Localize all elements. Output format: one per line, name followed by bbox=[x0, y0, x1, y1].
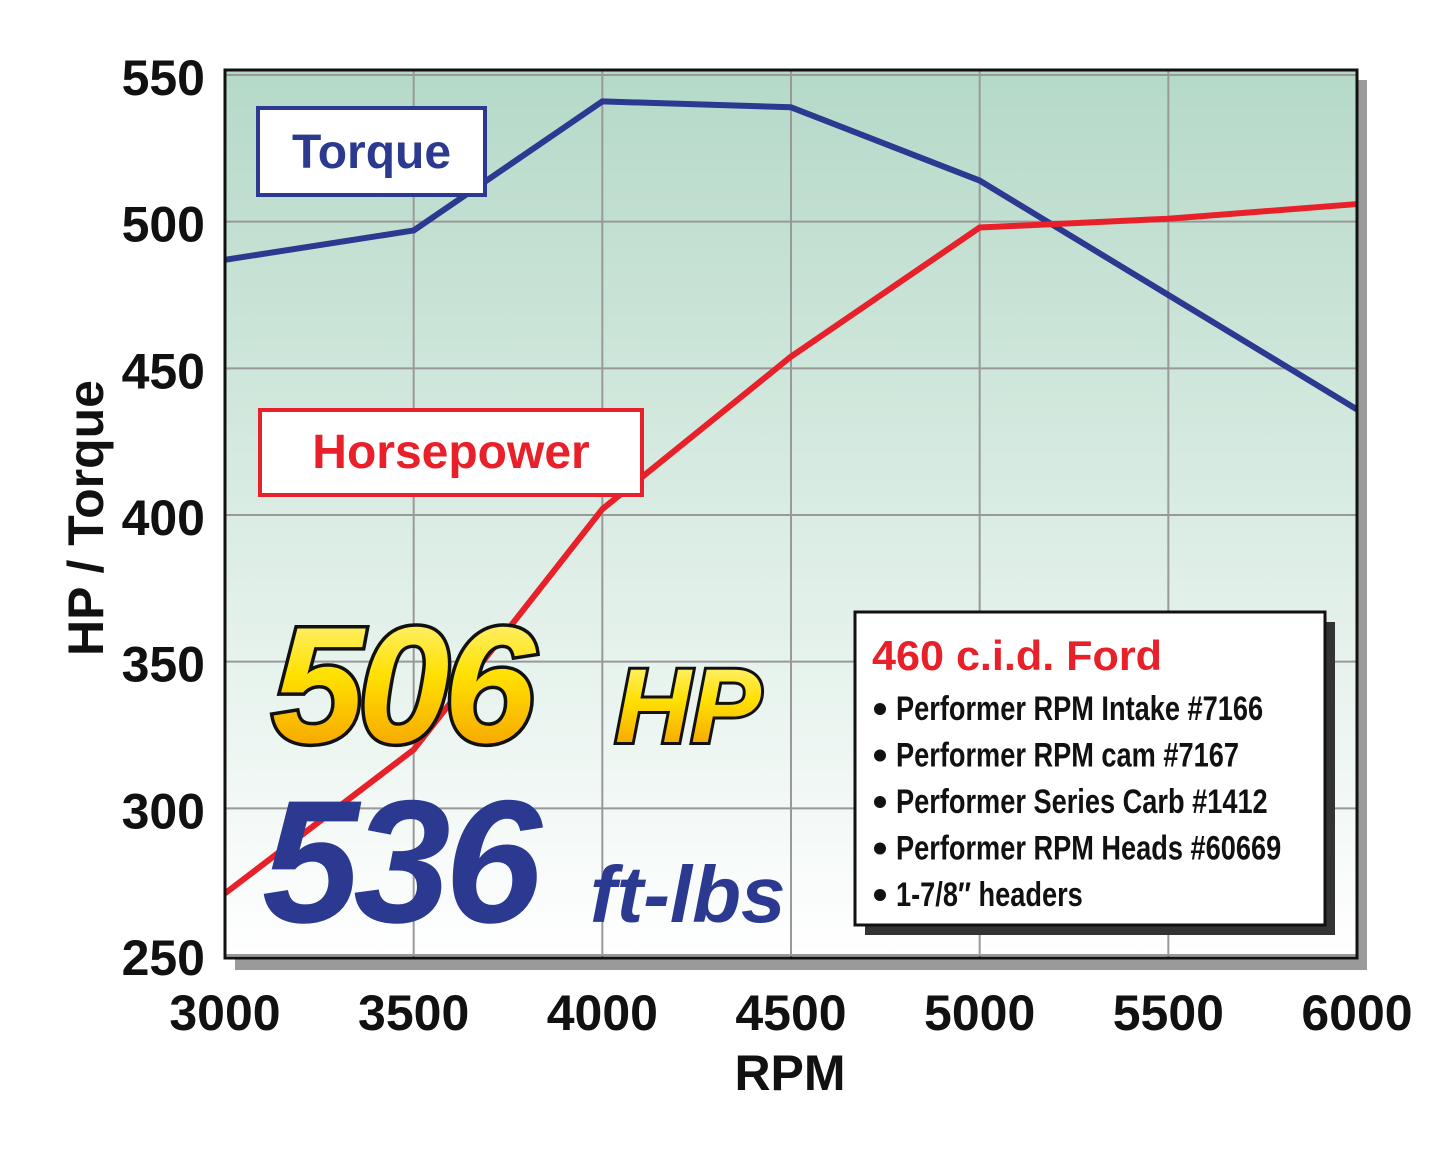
spec-item: Performer RPM Heads #60669 bbox=[896, 829, 1281, 868]
x-tick-label: 4000 bbox=[547, 985, 658, 1041]
x-tick-label: 3000 bbox=[169, 985, 280, 1041]
bullet bbox=[874, 796, 886, 808]
spec-item: Performer RPM Intake #7166 bbox=[896, 689, 1263, 728]
y-axis-label: HP / Torque bbox=[58, 380, 114, 656]
bullet bbox=[874, 889, 886, 901]
y-tick-label: 500 bbox=[122, 197, 205, 253]
spec-item: Performer RPM cam #7167 bbox=[896, 736, 1239, 775]
spec-box-title: 460 c.i.d. Ford bbox=[872, 632, 1162, 679]
y-tick-label: 450 bbox=[122, 343, 205, 399]
spec-box bbox=[853, 610, 1327, 927]
series-line bbox=[224, 98, 1359, 412]
series-line bbox=[223, 201, 1358, 896]
overlay: Torque Horsepower 506 HP 536 ft-lbs 460 c.i.d.… bbox=[256, 106, 1335, 960]
spec-item: 1-7/8″ headers bbox=[896, 875, 1083, 914]
bullet bbox=[874, 842, 886, 855]
x-tick-label: 5000 bbox=[924, 985, 1035, 1041]
legend-box bbox=[256, 106, 487, 197]
hp-unit: HP bbox=[615, 648, 762, 765]
hp-headline: 506 bbox=[272, 593, 537, 777]
x-axis-label: RPM bbox=[734, 1045, 845, 1101]
torque-unit: ft-lbs bbox=[590, 850, 786, 939]
x-tick-label: 5500 bbox=[1113, 985, 1224, 1041]
x-tick-label: 6000 bbox=[1301, 985, 1412, 1041]
x-tick-label: 4500 bbox=[735, 985, 846, 1041]
lines bbox=[223, 98, 1359, 896]
bullet bbox=[874, 749, 886, 762]
torque-headline: 536 bbox=[262, 765, 544, 960]
y-tick-label: 250 bbox=[122, 930, 205, 986]
y-tick-label: 300 bbox=[122, 783, 205, 839]
legend-box bbox=[258, 408, 644, 497]
legend-label: Torque bbox=[292, 126, 451, 179]
y-tick-label: 400 bbox=[122, 490, 205, 546]
y-tick-label: 550 bbox=[122, 50, 205, 106]
legend-label: Horsepower bbox=[312, 426, 589, 479]
y-tick-label: 350 bbox=[122, 637, 205, 693]
plot-frame bbox=[223, 68, 1359, 960]
spec-item: Performer Series Carb #1412 bbox=[896, 782, 1268, 821]
bullet bbox=[874, 703, 886, 715]
x-tick-label: 3500 bbox=[358, 985, 469, 1041]
